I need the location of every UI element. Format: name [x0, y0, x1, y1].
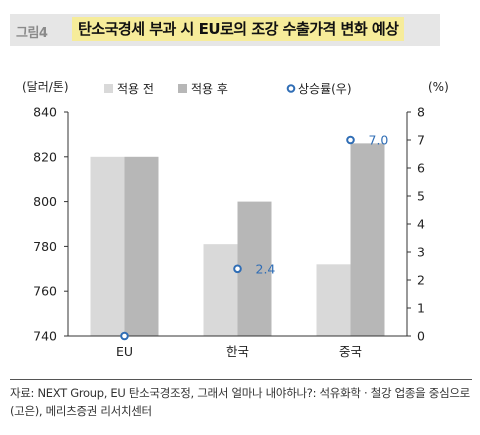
point-1	[120, 331, 129, 341]
figure-title: 탄소국경세 부과 시 EU로의 조강 수출가격 변화 예상	[72, 17, 405, 41]
legend-swatch-1	[104, 84, 113, 93]
point-2	[233, 264, 242, 274]
bar-1-1	[90, 156, 125, 336]
bar-2-3	[350, 143, 385, 336]
y-right-tick-label-8: 8	[417, 105, 425, 120]
y-right-tick-label-5: 5	[417, 189, 425, 204]
chart: (달러/톤) (%)적용 전 적용 후 상승률(우)74076078080082084…	[22, 80, 449, 359]
legend-label-1: 적용 전	[117, 82, 154, 96]
bar-2-2	[237, 201, 272, 336]
y-axis-right-title: (%)	[428, 80, 449, 94]
x-tick-label-2: 한국	[226, 344, 249, 359]
y-right-tick-label-1: 1	[417, 301, 425, 316]
x-tick-label-3: 중국	[339, 344, 362, 359]
y-right-tick-label-6: 6	[417, 161, 425, 176]
bar-2-1	[124, 156, 159, 336]
legend-label-2: 적용 후	[191, 82, 228, 96]
y-right-tick-label-4: 4	[417, 217, 425, 232]
figure-label: 그림4	[16, 26, 48, 41]
y-left-tick-label-2: 780	[33, 239, 57, 254]
point-label-2: 2.4	[256, 261, 276, 276]
bar-1-2	[203, 244, 238, 336]
y-left-tick-label-5: 840	[33, 105, 57, 120]
legend-label-3: 상승률(우)	[298, 82, 352, 96]
legend-marker-3	[286, 84, 296, 93]
point-label-3: 7.0	[369, 133, 389, 148]
y-axis-left-title: (달러/톤)	[22, 80, 69, 94]
y-right-tick-label-3: 3	[417, 245, 425, 260]
point-3	[346, 135, 355, 145]
legend-swatch-2	[178, 84, 187, 93]
y-left-tick-label-3: 800	[33, 194, 57, 209]
y-left-tick-label-0: 740	[33, 329, 57, 344]
figure-title-bar: 그림4 탄소국경세 부과 시 EU로의 조강 수출가격 변화 예상	[10, 14, 440, 46]
y-right-tick-label-0: 0	[417, 329, 425, 344]
source-note: 자료: NEXT Group, EU 탄소국경조정, 그래서 얼마나 내야하나?…	[10, 379, 472, 420]
bar-1-3	[316, 264, 351, 336]
y-left-tick-label-4: 820	[33, 149, 57, 164]
y-left-tick-label-1: 760	[33, 284, 57, 299]
x-tick-label-1: EU	[116, 344, 133, 359]
y-right-tick-label-7: 7	[417, 133, 425, 148]
y-right-tick-label-2: 2	[417, 273, 425, 288]
